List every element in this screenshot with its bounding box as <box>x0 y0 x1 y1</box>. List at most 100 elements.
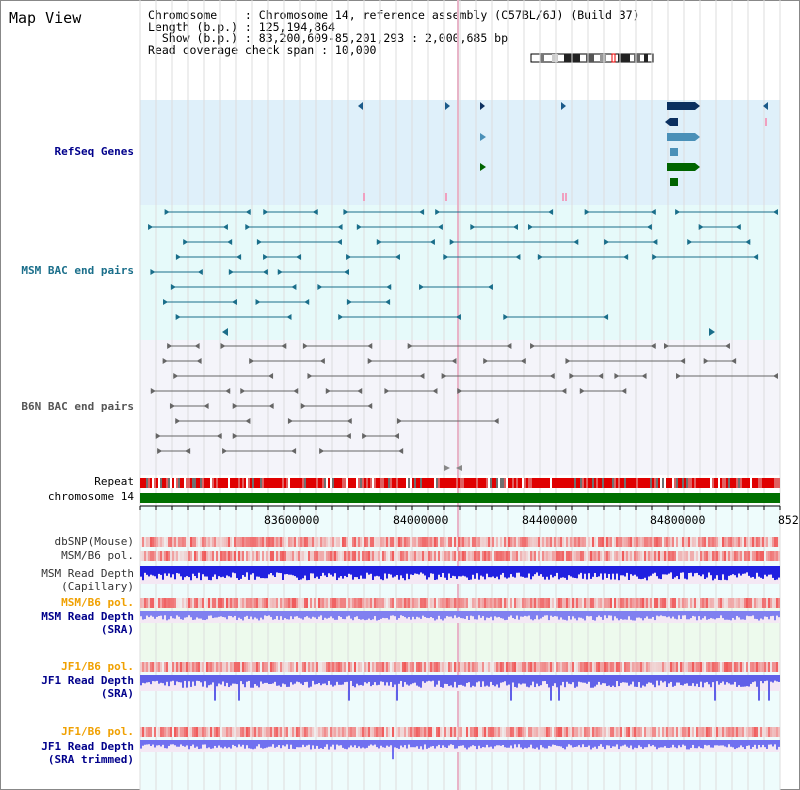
jf1-b6-pol2-cell <box>752 727 754 737</box>
msm-depth-cap-bar <box>706 566 708 578</box>
repeat-segment <box>626 478 628 488</box>
track-label-dbsnp[interactable]: dbSNP(Mouse) <box>54 535 134 548</box>
repeat-segment <box>640 478 642 488</box>
repeat-segment <box>716 478 718 488</box>
msm-bac-pair-end <box>385 299 391 305</box>
msm-b6-pol-cell <box>398 551 400 561</box>
jf1-b6-pol2-cell <box>314 727 316 737</box>
track-label-jf1-depth-trim-1[interactable]: JF1 Read Depth <box>41 740 134 753</box>
msm-bac-pair-end <box>228 269 234 275</box>
jf1-depth-sra-bar <box>344 675 346 683</box>
track-label-msm-depth-sra-1[interactable]: MSM Read Depth <box>41 610 134 623</box>
jf1-b6-pol2-cell <box>438 727 440 737</box>
msm-depth-sra-bar <box>150 611 152 616</box>
dbsnp-cell <box>396 537 398 547</box>
repeat-segment <box>216 478 218 488</box>
msm-b6-pol-cell <box>576 551 578 561</box>
jf1-depth-trim-bar <box>404 740 406 746</box>
jf1-depth-trim-bar <box>682 740 684 745</box>
dbsnp-cell <box>750 537 752 547</box>
jf1-depth-trim-bar <box>212 740 214 749</box>
msm-depth-cap-bar <box>228 566 230 577</box>
repeat-segment <box>522 478 524 488</box>
repeat-segment <box>650 478 652 488</box>
msm-b6-pol2-cell <box>556 598 558 608</box>
dbsnp-cell <box>162 537 164 547</box>
repeat-segment <box>628 478 630 488</box>
msm-depth-cap-bar <box>514 566 516 578</box>
refseq-gene <box>670 178 678 186</box>
msm-depth-cap-bar <box>616 566 618 574</box>
jf1-b6-pol-cell <box>284 662 286 672</box>
jf1-b6-pol-cell <box>520 662 522 672</box>
msm-depth-cap-bar <box>678 566 680 580</box>
msm-b6-pol2-cell <box>566 598 568 608</box>
jf1-depth-sra-bar <box>268 675 270 685</box>
msm-depth-sra-bar <box>664 611 666 617</box>
chromosome-ideogram[interactable] <box>530 53 654 63</box>
track-label-msm-depth-cap-1[interactable]: MSM Read Depth <box>41 567 134 580</box>
msm-b6-pol-cell <box>172 551 174 561</box>
track-label-b6n-bac[interactable]: B6N BAC end pairs <box>21 400 134 413</box>
msm-depth-sra-bar <box>530 611 532 620</box>
jf1-depth-trim-bar <box>624 740 626 745</box>
msm-depth-cap-bar <box>690 566 692 573</box>
track-label-jf1-depth-sra-1[interactable]: JF1 Read Depth <box>41 674 134 687</box>
jf1-b6-pol-cell <box>480 662 482 672</box>
jf1-b6-pol2-cell <box>572 727 574 737</box>
msm-b6-pol-cell <box>478 551 480 561</box>
jf1-b6-pol-cell <box>322 662 324 672</box>
repeat-segment <box>742 478 744 488</box>
msm-depth-sra-bar <box>636 611 638 618</box>
msm-depth-cap-bar <box>192 566 194 574</box>
msm-depth-sra-bar <box>750 611 752 617</box>
jf1-depth-trim-bar <box>444 740 446 748</box>
msm-depth-cap-bar <box>738 566 740 574</box>
jf1-depth-sra-bar <box>676 675 678 683</box>
jf1-b6-pol-cell <box>276 662 278 672</box>
jf1-depth-sra-bar <box>146 675 148 683</box>
track-label-msm-bac[interactable]: MSM BAC end pairs <box>21 264 134 277</box>
jf1-b6-pol2-cell <box>406 727 408 737</box>
msm-depth-cap-bar <box>516 566 518 573</box>
track-label-msm-b6-pol[interactable]: MSM/B6 pol. <box>61 549 134 562</box>
jf1-depth-sra-bar <box>502 675 504 683</box>
dbsnp-cell <box>476 537 478 547</box>
msm-bac-pair-end <box>163 299 169 305</box>
jf1-depth-trim-bar <box>514 740 516 745</box>
repeat-segment <box>712 478 714 488</box>
msm-b6-pol-cell <box>764 551 766 561</box>
jf1-b6-pol2-cell <box>300 727 302 737</box>
jf1-b6-pol2-cell <box>402 727 404 737</box>
dbsnp-cell <box>570 537 572 547</box>
jf1-depth-trim-bar <box>772 740 774 747</box>
jf1-depth-sra-bar <box>280 675 282 687</box>
msm-depth-sra-bar <box>642 611 644 621</box>
track-label-msm-b6-pol-2[interactable]: MSM/B6 pol. <box>61 596 134 609</box>
repeat-segment <box>226 478 228 488</box>
jf1-depth-sra-bar <box>482 675 484 682</box>
msm-depth-cap-bar <box>750 566 752 578</box>
jf1-b6-pol2-cell <box>478 727 480 737</box>
msm-b6-pol2-cell <box>696 598 698 608</box>
jf1-depth-trim-bar <box>512 740 514 749</box>
dbsnp-cell <box>546 537 548 547</box>
msm-b6-pol-cell <box>386 551 388 561</box>
dbsnp-cell <box>432 537 434 547</box>
dbsnp-cell <box>628 537 630 547</box>
msm-b6-pol-cell <box>432 551 434 561</box>
jf1-b6-pol2-cell <box>618 727 620 737</box>
msm-bac-pair-end <box>623 254 629 260</box>
track-label-refseq[interactable]: RefSeq Genes <box>54 145 134 158</box>
msm-b6-pol2-cell <box>668 598 670 608</box>
dbsnp-cell <box>254 537 256 547</box>
msm-depth-sra-bar <box>516 611 518 616</box>
track-label-jf1-b6-pol[interactable]: JF1/B6 pol. <box>61 660 134 673</box>
jf1-depth-sra-bar <box>406 675 408 685</box>
track-label-jf1-b6-pol-2[interactable]: JF1/B6 pol. <box>61 725 134 738</box>
jf1-depth-trim-bar <box>722 740 724 746</box>
msm-depth-sra-bar <box>556 611 558 617</box>
jf1-b6-pol2-cell <box>436 727 438 737</box>
msm-depth-cap-bar <box>544 566 546 580</box>
